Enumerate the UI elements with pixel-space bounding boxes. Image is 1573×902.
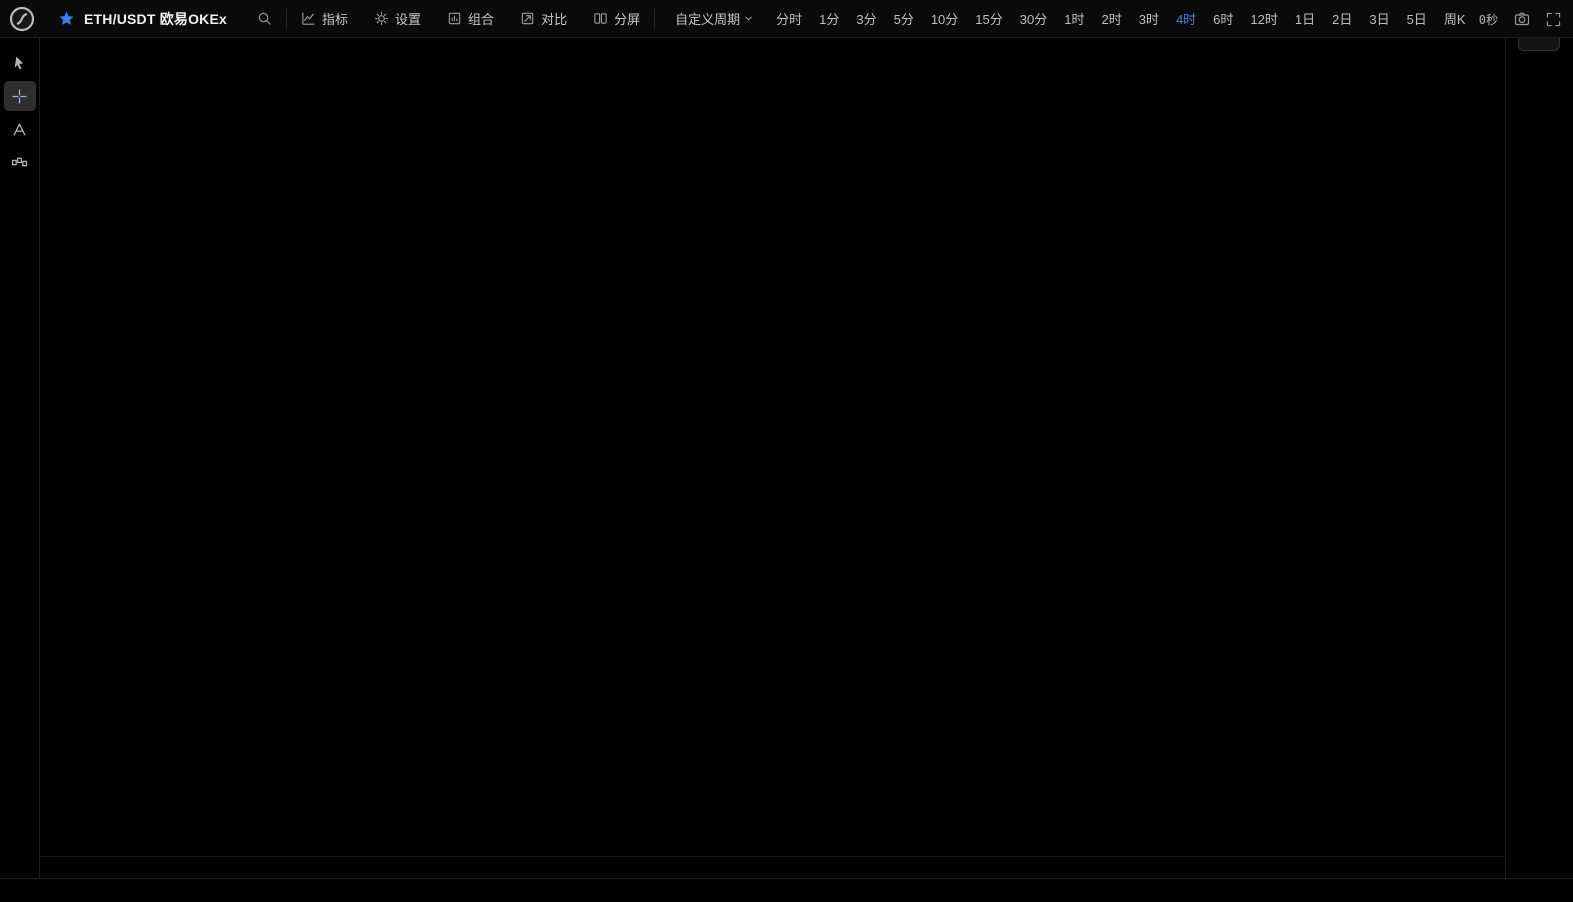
crosshair-icon	[12, 88, 27, 104]
compare-icon	[521, 12, 534, 25]
gear-icon	[374, 11, 389, 26]
camera-icon	[1514, 12, 1530, 26]
timeframe-top-30分[interactable]: 30分	[1019, 12, 1048, 27]
divider	[286, 8, 288, 29]
timeframe-top-3日[interactable]: 3日	[1369, 12, 1390, 27]
date-axis	[40, 856, 1505, 879]
menu-item-indicator[interactable]: 指标	[301, 9, 348, 28]
menu-item-label: 分屏	[614, 12, 641, 27]
timeframe-top-5日[interactable]: 5日	[1406, 12, 1427, 27]
chevron-down-icon	[745, 16, 752, 21]
timeframe-top-3时[interactable]: 3时	[1138, 12, 1159, 27]
divider	[654, 8, 656, 29]
cursor-tool[interactable]	[4, 48, 36, 78]
menu-item-grid[interactable]: 组合	[447, 9, 494, 28]
menu-item-label: 组合	[468, 12, 495, 27]
timeframe-top-1分[interactable]: 1分	[819, 12, 840, 27]
timeframe-top-1时[interactable]: 1时	[1064, 12, 1085, 27]
fullscreen-icon	[1546, 12, 1561, 26]
top-bar-right: 0秒	[1479, 0, 1561, 38]
search-icon	[258, 12, 271, 25]
split-icon	[594, 13, 607, 24]
pattern-tool[interactable]	[4, 147, 36, 177]
screenshot-button[interactable]	[1514, 11, 1530, 27]
timeframe-top-分时[interactable]: 分时	[776, 12, 803, 27]
timeframe-top-2时[interactable]: 2时	[1101, 12, 1122, 27]
text-tool[interactable]	[4, 114, 36, 144]
collapse-panel-button[interactable]	[1518, 38, 1560, 51]
menu-item-split[interactable]: 分屏	[593, 9, 640, 28]
timeframe-top-1日[interactable]: 1日	[1294, 12, 1316, 27]
okx-logo-icon	[9, 6, 35, 31]
price-axis	[1505, 38, 1573, 902]
custom-period-label: 自定义周期	[675, 12, 741, 27]
grid-icon	[448, 12, 461, 25]
timeframe-bar-top: 分时 1分 3分 5分 10分 15分 30分 1时 2时 3时 4时 6时 12时 1日 2日 3日 5日 周K	[776, 9, 1465, 28]
pattern-icon	[11, 157, 28, 166]
timeframe-top-4时[interactable]: 4时	[1175, 12, 1197, 27]
okx-logo	[0, 0, 44, 38]
symbol-title: ETH/USDT 欧易OKEx	[84, 10, 228, 27]
indicator-icon	[302, 12, 315, 25]
timeframe-top-10分[interactable]: 10分	[930, 12, 959, 27]
timeframe-top-6时[interactable]: 6时	[1213, 12, 1234, 27]
cursor-icon	[14, 56, 24, 69]
refresh-countdown: 0秒	[1478, 12, 1498, 27]
fullscreen-button[interactable]	[1546, 12, 1561, 27]
top-bar: ETH/USDT 欧易OKEx 指标 设置 组合 对比 分屏 自定义周期 分时 1分 3分 5…	[0, 0, 1573, 38]
menu-item-label: 对比	[541, 12, 568, 27]
timeframe-top-12时[interactable]: 12时	[1250, 12, 1278, 27]
custom-period-button[interactable]: 自定义周期	[669, 8, 760, 29]
menu-item-gear[interactable]: 设置	[374, 9, 421, 28]
timeframe-top-3分[interactable]: 3分	[856, 12, 877, 27]
menu-item-compare[interactable]: 对比	[520, 9, 567, 28]
timeframe-top-15分[interactable]: 15分	[975, 12, 1003, 27]
top-menu: 指标 设置 组合 对比 分屏	[301, 9, 640, 28]
crosshair-tool[interactable]	[3, 81, 36, 111]
timeframe-top-5分[interactable]: 5分	[893, 12, 914, 27]
favorite-star-icon[interactable]	[58, 10, 75, 27]
menu-item-label: 设置	[395, 12, 422, 27]
star-icon	[59, 11, 74, 25]
bottom-bar	[0, 878, 1573, 902]
timeframe-top-周K[interactable]: 周K	[1443, 12, 1466, 27]
search-button[interactable]	[257, 11, 272, 26]
timeframe-top-2日[interactable]: 2日	[1332, 12, 1353, 27]
menu-item-label: 指标	[322, 12, 349, 27]
text-icon	[13, 123, 26, 135]
left-toolbar	[0, 38, 40, 902]
